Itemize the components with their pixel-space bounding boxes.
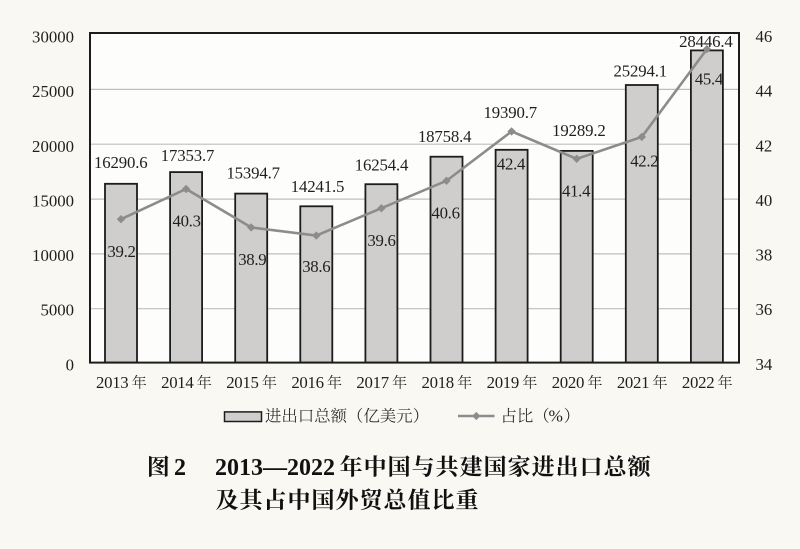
- svg-text:20000: 20000: [32, 137, 74, 156]
- svg-text:25294.1: 25294.1: [614, 61, 668, 80]
- svg-text:18758.4: 18758.4: [418, 127, 472, 146]
- svg-text:30000: 30000: [32, 28, 74, 47]
- svg-text:45.4: 45.4: [695, 70, 724, 89]
- svg-text:2021: 2021: [617, 373, 649, 392]
- svg-text:39.6: 39.6: [367, 231, 395, 250]
- svg-text:19289.2: 19289.2: [552, 121, 606, 140]
- svg-text:38.9: 38.9: [238, 250, 266, 269]
- svg-text:28446.4: 28446.4: [679, 32, 733, 51]
- svg-text:36: 36: [756, 300, 773, 319]
- svg-text:5000: 5000: [40, 301, 74, 320]
- svg-text:42.2: 42.2: [630, 151, 658, 170]
- svg-text:40.3: 40.3: [173, 212, 201, 231]
- svg-text:16254.4: 16254.4: [355, 156, 409, 175]
- svg-text:2016: 2016: [291, 373, 323, 392]
- svg-text:42: 42: [756, 136, 773, 155]
- svg-text:17353.7: 17353.7: [161, 146, 215, 165]
- svg-text:2020: 2020: [552, 373, 584, 392]
- svg-text:40: 40: [756, 191, 773, 210]
- svg-text:2017: 2017: [356, 373, 388, 392]
- svg-text:10000: 10000: [32, 246, 74, 265]
- svg-text:2019: 2019: [487, 373, 519, 392]
- svg-text:2018: 2018: [422, 373, 454, 392]
- svg-text:34: 34: [756, 355, 773, 374]
- svg-text:41.4: 41.4: [562, 181, 591, 200]
- svg-text:15000: 15000: [32, 191, 74, 210]
- svg-text:2015: 2015: [226, 373, 258, 392]
- svg-text:0: 0: [66, 355, 74, 374]
- svg-text:38: 38: [756, 246, 773, 265]
- svg-text:2: 2: [174, 455, 186, 481]
- svg-text:39.2: 39.2: [107, 242, 135, 261]
- svg-text:40.6: 40.6: [432, 204, 460, 223]
- svg-text:15394.7: 15394.7: [226, 164, 280, 183]
- svg-text:38.6: 38.6: [302, 257, 330, 276]
- svg-text:2014: 2014: [161, 373, 194, 392]
- svg-text:42.4: 42.4: [497, 154, 526, 173]
- svg-text:46: 46: [756, 27, 773, 46]
- svg-text:16290.6: 16290.6: [94, 153, 148, 172]
- svg-text:2022: 2022: [682, 373, 714, 392]
- svg-text:44: 44: [756, 82, 773, 101]
- svg-text:19390.7: 19390.7: [484, 103, 538, 122]
- svg-text:25000: 25000: [32, 82, 74, 101]
- svg-text:2013: 2013: [96, 373, 128, 392]
- svg-text:14241.5: 14241.5: [291, 177, 345, 196]
- svg-text:2013—2022: 2013—2022: [215, 455, 335, 481]
- svg-text:%: %: [549, 407, 563, 426]
